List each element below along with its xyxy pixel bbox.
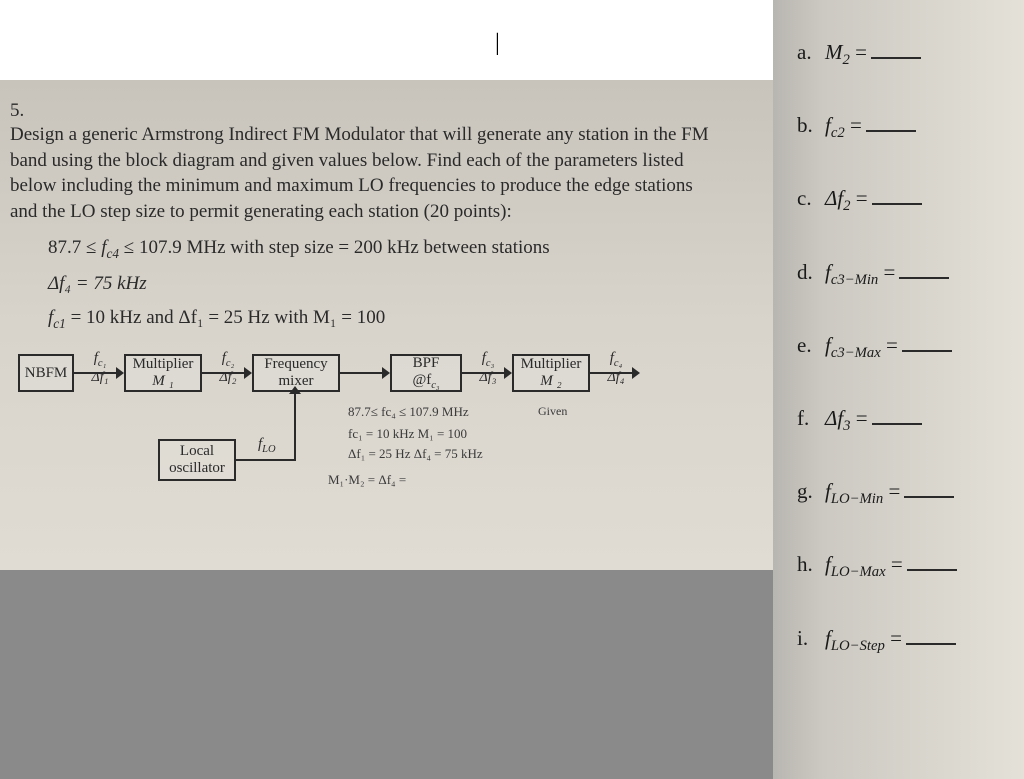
answer-subscript: LO−Min [831,491,883,507]
answer-label: d. [797,260,825,285]
answer-equals: = [845,113,862,137]
arrow-5-head [632,367,640,379]
answers-column: a.M2 =b.fc2 =c.Δf2 =d.fc3−Min =e.fc3−Max… [773,0,1024,779]
arrow-1-line [74,372,118,374]
handwriting-5: M₁·M₂ = Δf₄ = [328,472,406,488]
answer-equals: = [851,406,868,430]
answer-blank [872,421,922,425]
answer-blank [906,641,956,645]
answer-subscript: 2 [843,52,850,68]
answer-blank [872,201,922,205]
constraint-line-2: Δf₄ = 75 kHz [48,273,753,295]
answer-subscript: LO−Step [831,638,885,654]
lo-line-vert [294,392,296,461]
constraint-line-1: 87.7 ≤ fc4 ≤ 107.9 MHz with step size = … [48,237,753,262]
answer-label: g. [797,479,825,504]
answer-subscript: 2 [843,199,850,215]
answer-blank [907,567,957,571]
answer-item-e: e.fc3−Max = [797,333,1012,362]
answer-subscript: c3−Max [831,345,881,361]
answer-blank [866,128,916,132]
answer-subscript: c2 [831,125,845,141]
handwriting-4: Δf₁ = 25 Hz Δf₄ = 75 kHz [348,446,483,462]
answer-blank [904,494,954,498]
lo-label: fLO [258,436,276,455]
block-diagram: NBFM fc₁ Δf₁ Multiplier M ₁ fc₂ Δf₂ Freq… [18,344,753,504]
answer-item-g: g.fLO−Min = [797,479,1012,508]
arrow-1-labels: fc₁ Δf₁ [80,350,120,386]
answer-equals: = [885,626,902,650]
arrow-1-head [116,367,124,379]
answer-blank [899,275,949,279]
arrow-2-line [202,372,246,374]
answer-item-h: h.fLO−Max = [797,552,1012,581]
question-page: 5. Design a generic Armstrong Indirect F… [0,80,773,570]
arrow-3-head [382,367,390,379]
answer-blank [871,55,921,59]
answer-item-d: d.fc3−Min = [797,260,1012,289]
answer-equals: = [886,552,903,576]
answer-item-c: c.Δf2 = [797,186,1012,215]
text-cursor: | [495,30,500,57]
answer-blank [902,348,952,352]
constraint-line-3: fc1 = 10 kHz and Δf₁ = 25 Hz with M₁ = 1… [48,307,753,332]
answer-variable: Δf [825,186,843,210]
answer-label: a. [797,40,825,65]
answer-item-a: a.M2 = [797,40,1012,69]
answer-label: c. [797,186,825,211]
answer-subscript: LO−Max [831,565,886,581]
answer-equals: = [850,40,867,64]
answer-label: h. [797,552,825,577]
top-blank-strip: | [0,0,773,80]
answer-equals: = [881,333,898,357]
answer-label: e. [797,333,825,358]
answer-subscript: c3−Min [831,272,878,288]
arrow-4-head [504,367,512,379]
answer-equals: = [851,186,868,210]
arrow-3-line [340,372,384,374]
answer-label: b. [797,113,825,138]
answer-subscript: 3 [843,418,850,434]
answer-label: i. [797,626,825,651]
lo-arrow-head [289,386,301,394]
arrow-4-labels: fc₄ Δf₄ [596,350,636,386]
question-text: Design a generic Armstrong Indirect FM M… [10,122,720,225]
block-multiplier-1: Multiplier M ₁ [124,354,202,392]
answer-label: f. [797,406,825,431]
lo-line-horiz [236,459,296,461]
question-number: 5. [10,100,44,122]
handwriting-1: 87.7≤ fc₄ ≤ 107.9 MHz [348,404,469,420]
block-multiplier-2: Multiplier M ₂ [512,354,590,392]
answer-item-i: i.fLO−Step = [797,626,1012,655]
block-nbfm: NBFM [18,354,74,392]
answer-variable: M [825,40,843,64]
arrow-4-line [462,372,506,374]
answer-equals: = [883,479,900,503]
answer-equals: = [878,260,895,284]
answer-variable: Δf [825,406,843,430]
block-bpf: BPF @fc₃ [390,354,462,392]
answer-item-b: b.fc2 = [797,113,1012,142]
arrow-2-labels: fc₂ Δf₂ [208,350,248,386]
block-local-oscillator: Local oscillator [158,439,236,481]
handwriting-3: fc₁ = 10 kHz M₁ = 100 [348,426,467,442]
answer-item-f: f.Δf3 = [797,406,1012,435]
arrow-2-head [244,367,252,379]
question-header: 5. Design a generic Armstrong Indirect F… [10,100,753,225]
arrow-3-labels: fc₃ Δf₃ [468,350,508,386]
arrow-5-line [590,372,634,374]
handwriting-2: Given [538,404,567,419]
